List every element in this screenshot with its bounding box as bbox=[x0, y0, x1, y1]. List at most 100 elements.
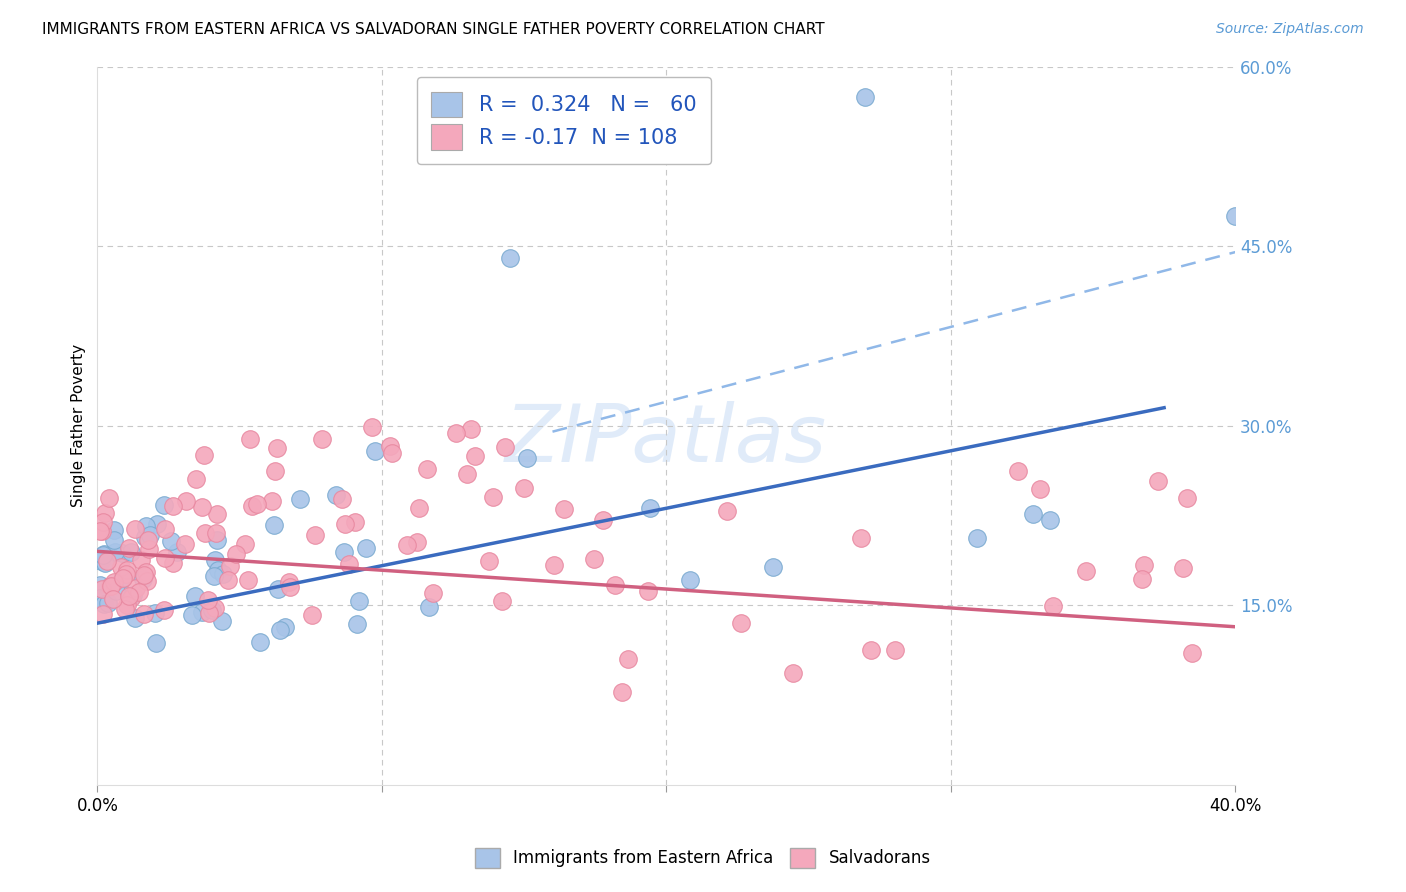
Point bbox=[211, 566, 233, 581]
Point bbox=[264, 464, 287, 478]
Point bbox=[1076, 565, 1098, 579]
Point bbox=[162, 556, 184, 570]
Point bbox=[89, 591, 111, 605]
Point bbox=[418, 600, 440, 615]
Text: ZIPatlas: ZIPatlas bbox=[505, 401, 827, 479]
Point bbox=[782, 665, 804, 680]
Point bbox=[1029, 482, 1052, 496]
Point bbox=[162, 500, 184, 514]
Point bbox=[205, 526, 228, 541]
Point bbox=[135, 519, 157, 533]
Point bbox=[1007, 465, 1029, 479]
Point bbox=[93, 597, 115, 611]
Point bbox=[132, 572, 155, 586]
Point bbox=[153, 522, 176, 536]
Point bbox=[89, 578, 111, 592]
Point bbox=[380, 440, 402, 454]
Point bbox=[111, 546, 134, 560]
Point bbox=[120, 545, 142, 559]
Point bbox=[96, 554, 118, 568]
Point bbox=[153, 603, 176, 617]
Point bbox=[337, 557, 360, 571]
Point bbox=[491, 594, 513, 608]
Point bbox=[330, 492, 353, 507]
Point bbox=[103, 574, 125, 589]
Point bbox=[204, 600, 226, 615]
Point bbox=[859, 643, 882, 657]
Point bbox=[240, 500, 263, 514]
Point bbox=[381, 446, 404, 460]
Point bbox=[129, 553, 152, 567]
Point bbox=[114, 567, 136, 582]
Point bbox=[166, 545, 188, 559]
Point bbox=[184, 472, 207, 486]
Point bbox=[582, 552, 605, 566]
Point bbox=[117, 563, 139, 577]
Point bbox=[153, 550, 176, 565]
Point bbox=[346, 616, 368, 631]
Point bbox=[124, 523, 146, 537]
Point bbox=[207, 563, 229, 577]
Text: IMMIGRANTS FROM EASTERN AFRICA VS SALVADORAN SINGLE FATHER POVERTY CORRELATION C: IMMIGRANTS FROM EASTERN AFRICA VS SALVAD… bbox=[42, 22, 825, 37]
Point bbox=[91, 607, 114, 621]
Point bbox=[98, 579, 121, 593]
Point bbox=[263, 518, 285, 533]
Point bbox=[118, 541, 141, 555]
Point bbox=[124, 611, 146, 625]
Point bbox=[101, 592, 124, 607]
Point bbox=[98, 491, 121, 505]
Point bbox=[1039, 514, 1062, 528]
Point bbox=[512, 481, 534, 495]
Point bbox=[204, 553, 226, 567]
Point bbox=[94, 507, 117, 521]
Point bbox=[966, 531, 988, 545]
Point bbox=[456, 467, 478, 481]
Legend: R =  0.324   N =   60, R = -0.17  N = 108: R = 0.324 N = 60, R = -0.17 N = 108 bbox=[416, 77, 711, 164]
Point bbox=[193, 448, 215, 462]
Point bbox=[152, 498, 174, 512]
Point bbox=[637, 583, 659, 598]
Point bbox=[114, 602, 136, 616]
Point bbox=[730, 615, 752, 630]
Point bbox=[849, 531, 872, 545]
Point bbox=[617, 652, 640, 666]
Point bbox=[110, 559, 132, 574]
Point bbox=[482, 490, 505, 504]
Point bbox=[135, 565, 157, 579]
Point bbox=[104, 544, 127, 558]
Point bbox=[460, 422, 482, 436]
Point bbox=[422, 586, 444, 600]
Point bbox=[238, 573, 260, 587]
Point bbox=[89, 524, 111, 538]
Point bbox=[1146, 475, 1168, 489]
Point bbox=[761, 560, 783, 574]
Point bbox=[120, 591, 142, 605]
Point bbox=[205, 507, 228, 521]
Point bbox=[125, 581, 148, 595]
Point bbox=[160, 533, 183, 548]
Point bbox=[145, 516, 167, 531]
Point bbox=[347, 593, 370, 607]
Point bbox=[174, 494, 197, 508]
Point bbox=[181, 607, 204, 622]
Point bbox=[136, 533, 159, 548]
Point bbox=[112, 571, 135, 585]
Point bbox=[716, 504, 738, 518]
Point bbox=[218, 559, 240, 574]
Point bbox=[1175, 491, 1198, 506]
Point bbox=[278, 580, 301, 594]
Point bbox=[301, 608, 323, 623]
Point bbox=[97, 596, 120, 610]
Point bbox=[190, 500, 212, 514]
Legend: Immigrants from Eastern Africa, Salvadorans: Immigrants from Eastern Africa, Salvador… bbox=[468, 841, 938, 875]
Point bbox=[274, 620, 297, 634]
Point bbox=[333, 516, 356, 531]
Point bbox=[93, 548, 115, 562]
Point bbox=[278, 574, 301, 589]
Point bbox=[266, 582, 288, 596]
Point bbox=[1225, 209, 1247, 223]
Point bbox=[103, 533, 125, 547]
Point bbox=[91, 582, 114, 596]
Point bbox=[444, 425, 467, 440]
Y-axis label: Single Father Poverty: Single Father Poverty bbox=[72, 344, 86, 508]
